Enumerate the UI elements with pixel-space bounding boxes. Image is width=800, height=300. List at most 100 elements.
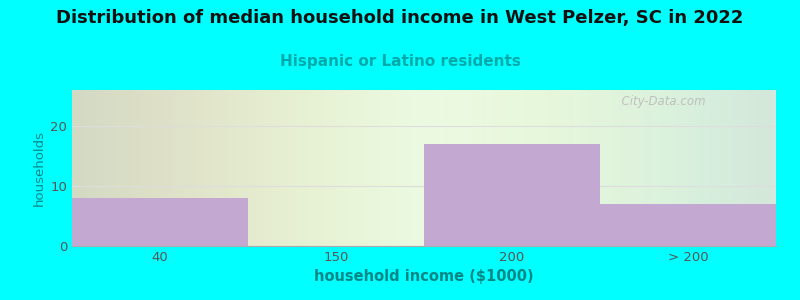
Bar: [353, 90, 355, 246]
Bar: [281, 90, 284, 246]
Bar: [108, 90, 110, 246]
Bar: [564, 90, 567, 246]
Bar: [317, 90, 319, 246]
Bar: [399, 90, 402, 246]
Bar: [608, 90, 611, 246]
Bar: [259, 90, 262, 246]
Bar: [457, 90, 460, 246]
Bar: [537, 90, 539, 246]
Bar: [680, 90, 682, 246]
Bar: [506, 90, 510, 246]
Bar: [124, 90, 127, 246]
Bar: [91, 90, 94, 246]
Bar: [190, 90, 193, 246]
Bar: [718, 90, 721, 246]
Bar: [598, 90, 600, 246]
Bar: [223, 90, 226, 246]
Bar: [446, 90, 449, 246]
Bar: [726, 90, 730, 246]
Bar: [267, 90, 270, 246]
Bar: [319, 90, 322, 246]
Bar: [330, 90, 334, 246]
Bar: [314, 90, 317, 246]
Bar: [602, 90, 606, 246]
Bar: [468, 90, 470, 246]
Bar: [702, 90, 705, 246]
Bar: [135, 90, 138, 246]
Bar: [514, 90, 518, 246]
Bar: [286, 90, 290, 246]
Bar: [386, 90, 388, 246]
Bar: [655, 90, 658, 246]
Bar: [614, 90, 617, 246]
Bar: [661, 90, 663, 246]
Bar: [152, 90, 154, 246]
Bar: [611, 90, 614, 246]
Bar: [322, 90, 325, 246]
Bar: [388, 90, 391, 246]
Bar: [498, 90, 501, 246]
Bar: [366, 90, 369, 246]
Bar: [185, 90, 187, 246]
Bar: [143, 90, 146, 246]
Bar: [482, 90, 485, 246]
Bar: [713, 90, 715, 246]
Bar: [410, 90, 413, 246]
Bar: [479, 90, 482, 246]
Bar: [78, 90, 80, 246]
Bar: [677, 90, 680, 246]
Bar: [529, 90, 531, 246]
Bar: [694, 90, 696, 246]
Bar: [432, 90, 435, 246]
Bar: [166, 90, 168, 246]
Bar: [740, 90, 743, 246]
Bar: [369, 90, 372, 246]
Bar: [160, 90, 162, 246]
Bar: [80, 90, 83, 246]
Bar: [118, 90, 122, 246]
Bar: [179, 90, 182, 246]
Bar: [72, 198, 248, 246]
Bar: [361, 90, 363, 246]
Bar: [738, 90, 740, 246]
Bar: [523, 90, 526, 246]
Bar: [518, 90, 520, 246]
Bar: [94, 90, 97, 246]
Bar: [730, 90, 732, 246]
Bar: [226, 90, 229, 246]
Bar: [625, 90, 627, 246]
Bar: [231, 90, 234, 246]
Bar: [105, 90, 108, 246]
Bar: [619, 90, 622, 246]
Bar: [663, 90, 666, 246]
Bar: [215, 90, 218, 246]
Bar: [275, 90, 278, 246]
Bar: [218, 90, 221, 246]
Bar: [699, 90, 702, 246]
Bar: [671, 90, 674, 246]
Bar: [242, 90, 246, 246]
Bar: [504, 90, 506, 246]
Bar: [422, 90, 424, 246]
Text: Distribution of median household income in West Pelzer, SC in 2022: Distribution of median household income …: [56, 9, 744, 27]
Bar: [490, 90, 493, 246]
Bar: [158, 90, 160, 246]
Bar: [391, 90, 394, 246]
Bar: [338, 90, 342, 246]
Bar: [534, 90, 537, 246]
Bar: [622, 90, 625, 246]
Bar: [262, 90, 265, 246]
Bar: [342, 90, 344, 246]
Bar: [710, 90, 713, 246]
Bar: [210, 90, 212, 246]
Bar: [116, 90, 118, 246]
Bar: [646, 90, 650, 246]
Bar: [686, 90, 688, 246]
Bar: [592, 90, 594, 246]
Bar: [562, 90, 564, 246]
Bar: [347, 90, 350, 246]
Bar: [451, 90, 454, 246]
Bar: [309, 90, 311, 246]
Bar: [765, 90, 768, 246]
Bar: [256, 90, 259, 246]
